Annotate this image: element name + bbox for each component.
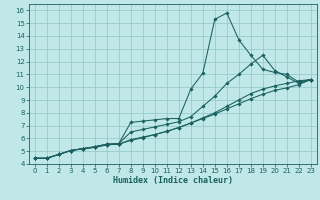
X-axis label: Humidex (Indice chaleur): Humidex (Indice chaleur) (113, 176, 233, 185)
